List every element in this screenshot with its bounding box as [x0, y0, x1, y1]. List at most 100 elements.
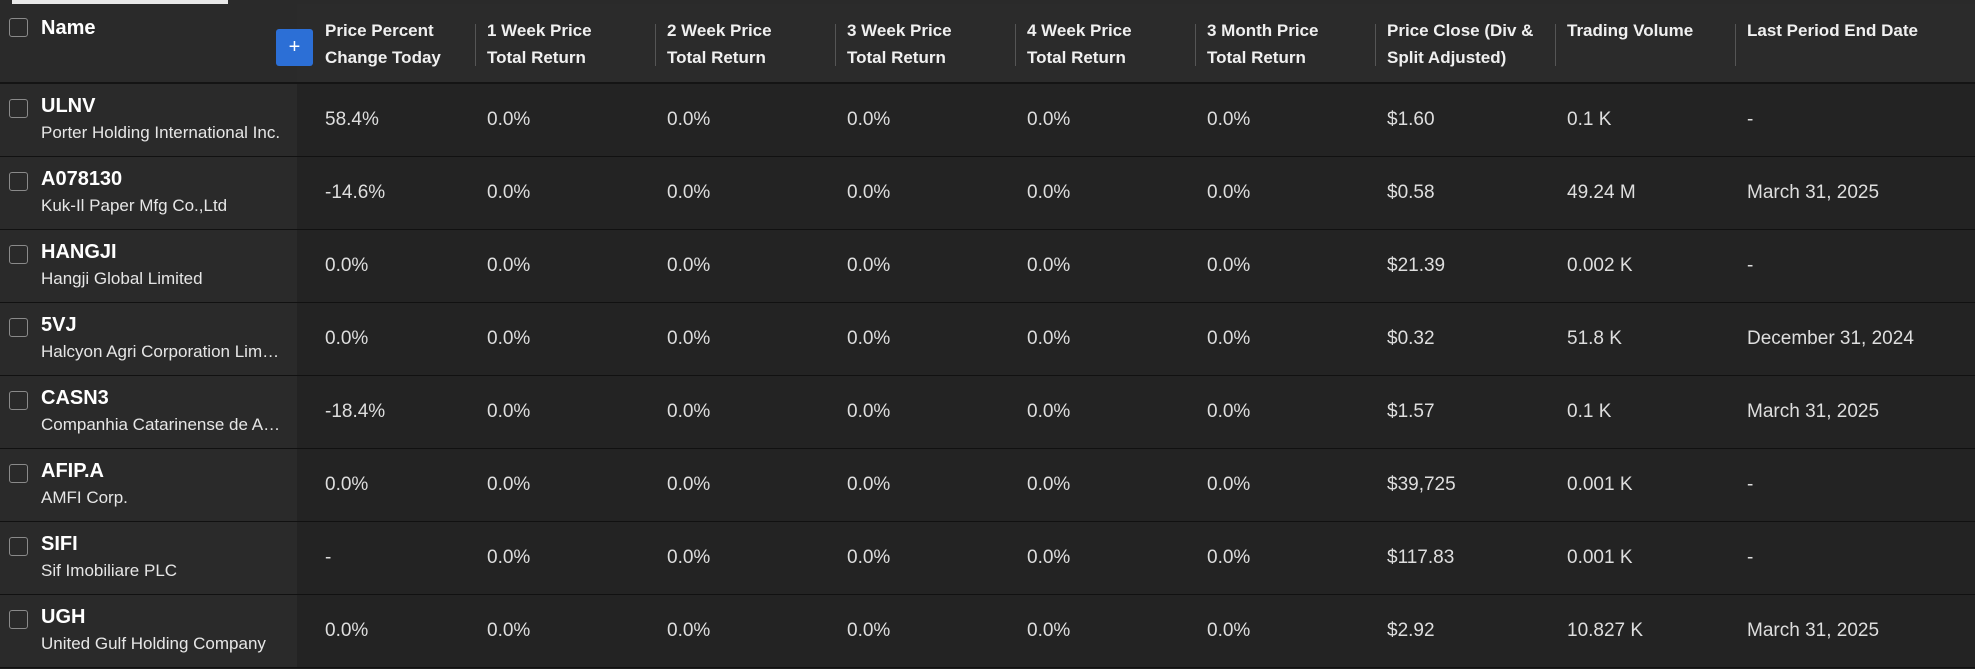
row-select-checkbox[interactable] [9, 245, 28, 264]
last-period-end-date-cell: - [1747, 474, 1754, 495]
table-header-row: Name + Price Percent Change Today 1 Week P… [0, 4, 1975, 84]
company-name: Halcyon Agri Corporation Limited [41, 342, 282, 361]
column-divider[interactable] [1555, 24, 1556, 66]
column-header-line: Total Return [847, 48, 946, 67]
name-cell[interactable]: CASN3 Companhia Catarinense de Aguas [0, 376, 297, 448]
trading-volume-cell: 0.1 K [1567, 401, 1612, 422]
ticker-symbol[interactable]: CASN3 [41, 387, 109, 409]
two-week-return-cell: 0.0% [667, 255, 711, 276]
one-week-return-cell: 0.0% [487, 255, 531, 276]
column-header-trading-volume[interactable]: Trading Volume [1567, 4, 1693, 82]
select-all-checkbox[interactable] [9, 18, 28, 37]
table-row[interactable]: UGH United Gulf Holding Company 0.0% 0.0% 0.… [0, 595, 1975, 668]
name-cell[interactable]: 5VJ Halcyon Agri Corporation Limited [0, 303, 297, 375]
ticker-symbol[interactable]: SIFI [41, 533, 78, 555]
one-week-return-cell: 0.0% [487, 620, 531, 641]
price-change-today-cell: 0.0% [325, 255, 369, 276]
column-header-line: 1 Week Price [487, 21, 592, 40]
three-week-return-cell: 0.0% [847, 401, 891, 422]
table-row[interactable]: 5VJ Halcyon Agri Corporation Limited 0.0% 0… [0, 303, 1975, 376]
table-row[interactable]: CASN3 Companhia Catarinense de Aguas -18.4… [0, 376, 1975, 449]
column-divider[interactable] [1735, 24, 1736, 66]
ticker-symbol[interactable]: 5VJ [41, 314, 77, 336]
column-header-label: 1 Week Price Total Return [487, 17, 592, 71]
ticker-symbol[interactable]: UGH [41, 606, 86, 628]
column-header-four-week-return[interactable]: 4 Week Price Total Return [1027, 4, 1132, 82]
ticker-symbol[interactable]: AFIP.A [41, 460, 104, 482]
price-change-today-cell: 0.0% [325, 474, 369, 495]
column-header-price-change-today[interactable]: Price Percent Change Today [325, 4, 441, 82]
row-select-checkbox[interactable] [9, 610, 28, 629]
trading-volume-cell: 0.001 K [1567, 474, 1633, 495]
company-name: United Gulf Holding Company [41, 634, 266, 653]
last-period-end-date-cell: - [1747, 547, 1754, 568]
three-month-return-cell: 0.0% [1207, 547, 1251, 568]
four-week-return-cell: 0.0% [1027, 182, 1071, 203]
name-header-label[interactable]: Name [41, 17, 96, 39]
last-period-end-date-cell: December 31, 2024 [1747, 328, 1914, 349]
column-header-three-week-return[interactable]: 3 Week Price Total Return [847, 4, 952, 82]
row-select-checkbox[interactable] [9, 172, 28, 191]
trading-volume-cell: 0.001 K [1567, 547, 1633, 568]
column-header-price-close[interactable]: Price Close (Div & Split Adjusted) [1387, 4, 1533, 82]
ticker-symbol[interactable]: HANGJI [41, 241, 117, 263]
table-row[interactable]: AFIP.A AMFI Corp. 0.0% 0.0% 0.0% 0.0% 0.0% 0.0%… [0, 449, 1975, 522]
name-cell[interactable]: SIFI Sif Imobiliare PLC [0, 522, 297, 594]
name-cell[interactable]: ULNV Porter Holding International Inc. [0, 84, 297, 156]
three-month-return-cell: 0.0% [1207, 620, 1251, 641]
row-select-checkbox[interactable] [9, 537, 28, 556]
column-divider[interactable] [1015, 24, 1016, 66]
last-period-end-date-cell: - [1747, 109, 1754, 130]
row-select-checkbox[interactable] [9, 464, 28, 483]
column-divider[interactable] [475, 24, 476, 66]
one-week-return-cell: 0.0% [487, 547, 531, 568]
trading-volume-cell: 49.24 M [1567, 182, 1636, 203]
two-week-return-cell: 0.0% [667, 474, 711, 495]
price-change-today-cell: - [325, 547, 332, 568]
column-header-line: 3 Month Price [1207, 21, 1319, 40]
table-row[interactable]: HANGJI Hangji Global Limited 0.0% 0.0% 0.0% 0… [0, 230, 1975, 303]
column-header-label: Last Period End Date [1747, 17, 1918, 44]
add-column-button[interactable]: + [276, 29, 313, 66]
column-header-line: Total Return [487, 48, 586, 67]
three-month-return-cell: 0.0% [1207, 328, 1251, 349]
column-header-line: Total Return [1027, 48, 1126, 67]
one-week-return-cell: 0.0% [487, 328, 531, 349]
column-header-line: Price Close (Div & [1387, 21, 1534, 40]
name-cell[interactable]: AFIP.A AMFI Corp. [0, 449, 297, 521]
name-cell[interactable]: A078130 Kuk-Il Paper Mfg Co.,Ltd [0, 157, 297, 229]
name-cell[interactable]: UGH United Gulf Holding Company [0, 595, 297, 667]
column-header-two-week-return[interactable]: 2 Week Price Total Return [667, 4, 772, 82]
column-header-three-month-return[interactable]: 3 Month Price Total Return [1207, 4, 1318, 82]
column-header-line: 3 Week Price [847, 21, 952, 40]
table-row[interactable]: A078130 Kuk-Il Paper Mfg Co.,Ltd -14.6% 0.0… [0, 157, 1975, 230]
table-row[interactable]: ULNV Porter Holding International Inc. 58.… [0, 84, 1975, 157]
table-row[interactable]: SIFI Sif Imobiliare PLC - 0.0% 0.0% 0.0% 0.0% 0… [0, 522, 1975, 595]
trading-volume-cell: 0.002 K [1567, 255, 1633, 276]
row-select-checkbox[interactable] [9, 318, 28, 337]
column-divider[interactable] [1195, 24, 1196, 66]
ticker-symbol[interactable]: A078130 [41, 168, 123, 190]
price-change-today-cell: 0.0% [325, 620, 369, 641]
trading-volume-cell: 0.1 K [1567, 109, 1612, 130]
three-week-return-cell: 0.0% [847, 328, 891, 349]
four-week-return-cell: 0.0% [1027, 328, 1071, 349]
three-month-return-cell: 0.0% [1207, 109, 1251, 130]
name-cell[interactable]: HANGJI Hangji Global Limited [0, 230, 297, 302]
row-select-checkbox[interactable] [9, 391, 28, 410]
column-divider[interactable] [1375, 24, 1376, 66]
row-select-checkbox[interactable] [9, 99, 28, 118]
four-week-return-cell: 0.0% [1027, 255, 1071, 276]
column-divider[interactable] [655, 24, 656, 66]
screener-table: Name + Price Percent Change Today 1 Week P… [0, 4, 1975, 668]
last-period-end-date-cell: March 31, 2025 [1747, 620, 1880, 641]
column-divider[interactable] [835, 24, 836, 66]
column-header-last-period-end-date[interactable]: Last Period End Date [1747, 4, 1918, 82]
trading-volume-cell: 10.827 K [1567, 620, 1644, 641]
column-header-label: 2 Week Price Total Return [667, 17, 772, 71]
ticker-symbol[interactable]: ULNV [41, 95, 96, 117]
name-column-header[interactable]: Name + [0, 4, 313, 82]
column-header-line: Last Period End Date [1747, 21, 1918, 40]
four-week-return-cell: 0.0% [1027, 620, 1071, 641]
column-header-one-week-return[interactable]: 1 Week Price Total Return [487, 4, 592, 82]
